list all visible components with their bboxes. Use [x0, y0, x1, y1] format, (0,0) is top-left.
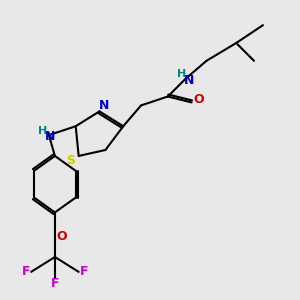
Text: O: O: [194, 93, 204, 106]
Text: H: H: [177, 69, 186, 79]
Text: F: F: [22, 266, 30, 278]
Text: F: F: [80, 266, 88, 278]
Text: O: O: [56, 230, 67, 243]
Text: S: S: [66, 154, 75, 167]
Text: H: H: [38, 126, 47, 136]
Text: N: N: [184, 74, 194, 87]
Text: N: N: [99, 99, 109, 112]
Text: N: N: [45, 130, 56, 143]
Text: F: F: [51, 277, 59, 290]
